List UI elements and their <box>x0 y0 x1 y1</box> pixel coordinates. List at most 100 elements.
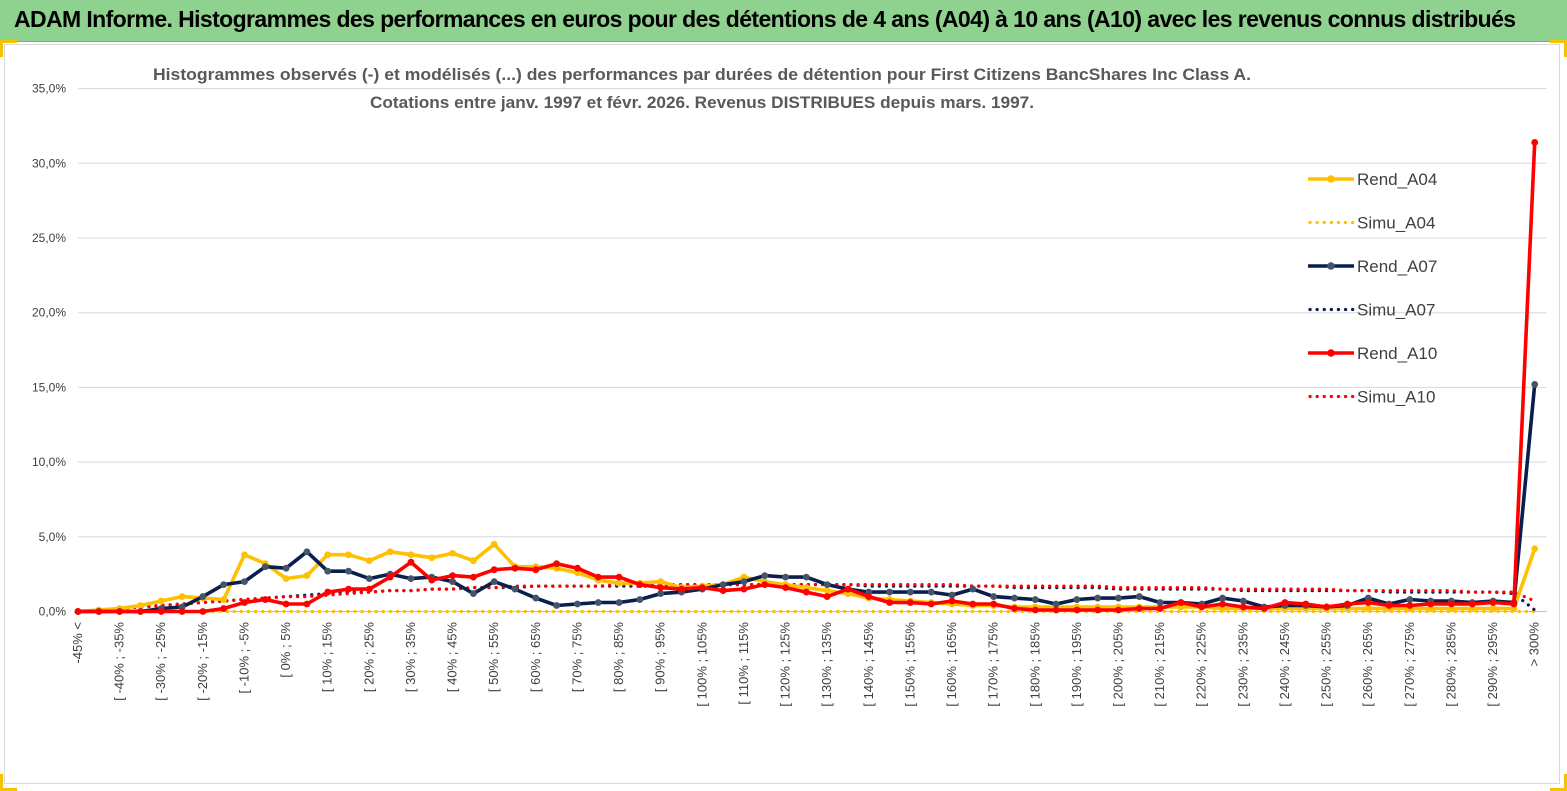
data-point <box>1510 600 1518 608</box>
data-point <box>303 572 311 580</box>
data-point <box>261 563 269 571</box>
data-point <box>761 572 769 580</box>
data-point <box>74 608 82 615</box>
data-point <box>449 549 456 557</box>
data-point <box>532 566 540 574</box>
data-point <box>615 579 623 587</box>
legend-item-Rend_A10: Rend_A10 <box>1308 344 1437 363</box>
data-point <box>823 587 831 594</box>
x-tick-label: [ 80% ; 85% <box>611 622 626 693</box>
data-point <box>1448 600 1455 608</box>
x-tick-label: [ 30% ; 35% <box>403 622 418 693</box>
data-point <box>990 593 998 600</box>
x-tick-label: [ 170% ; 175% <box>986 622 1001 707</box>
data-point <box>469 573 477 581</box>
data-point <box>1239 603 1247 611</box>
x-tick-label: [ -40% ; -35% <box>112 622 127 701</box>
y-tick-label: 35,0% <box>32 82 66 96</box>
x-tick-label: [ 60% ; 65% <box>528 622 543 693</box>
legend: Rend_A04 Simu_A04 Rend_A07 Simu_A07 Rend_A10… <box>1308 170 1437 407</box>
grid-lines <box>78 88 1547 612</box>
data-point <box>1094 594 1102 602</box>
x-tick-label: [ 290% ; 295% <box>1485 622 1500 707</box>
series-layer <box>74 138 1539 615</box>
data-point <box>1427 600 1435 608</box>
data-point <box>823 593 831 600</box>
data-point <box>469 590 477 597</box>
data-point <box>428 554 436 562</box>
legend-label: Simu_A10 <box>1357 388 1435 407</box>
data-point <box>1531 138 1539 146</box>
data-point <box>1156 605 1164 612</box>
data-point <box>636 596 644 603</box>
data-point <box>199 593 207 600</box>
data-point <box>490 578 498 586</box>
data-point <box>469 557 477 565</box>
y-axis: 0,0% 5,0% 10,0% 15,0% 20,0% 25,0% 30,0% 35,0% <box>32 82 66 619</box>
data-point <box>740 585 748 593</box>
legend-label: Simu_A04 <box>1357 214 1435 233</box>
y-tick-label: 20,0% <box>32 306 66 320</box>
data-point <box>1531 381 1539 388</box>
data-point <box>345 551 352 559</box>
chart-frame <box>4 44 1560 784</box>
data-point <box>1094 606 1102 614</box>
data-point <box>407 551 415 559</box>
series-Simu_A07 <box>76 582 1537 614</box>
x-tick-label: [ 50% ; 55% <box>486 622 501 693</box>
data-point <box>449 578 456 586</box>
data-point <box>719 581 727 589</box>
data-point <box>844 585 852 593</box>
data-point <box>802 588 810 596</box>
legend-marker <box>1327 175 1335 183</box>
x-tick-label: [ 190% ; 195% <box>1069 622 1084 707</box>
data-point <box>324 588 332 596</box>
data-point <box>657 590 665 597</box>
data-point <box>594 573 602 581</box>
y-tick-label: 0,0% <box>39 605 67 619</box>
data-point <box>386 573 394 581</box>
x-tick-label: [ 260% ; 265% <box>1360 622 1375 707</box>
data-point <box>1364 599 1372 606</box>
banner-title: ADAM Informe. Histogrammes des performan… <box>14 6 1516 32</box>
data-point <box>1177 599 1185 606</box>
data-point <box>1489 605 1497 612</box>
legend-item-Simu_A04: Simu_A04 <box>1308 214 1435 233</box>
x-tick-label: [ 200% ; 205% <box>1111 622 1126 707</box>
data-point <box>1052 600 1060 608</box>
data-point <box>1135 605 1143 612</box>
x-tick-label: [ 280% ; 285% <box>1443 622 1458 707</box>
data-point <box>615 573 623 581</box>
data-point <box>532 594 540 602</box>
x-axis: -45% < [ -40% ; -35% [ -30% ; -25% [ -20% ;… <box>70 611 1547 707</box>
data-point <box>886 588 893 596</box>
chart-subtitle: Cotations entre janv. 1997 et févr. 2026… <box>370 94 1034 112</box>
data-point <box>969 600 977 608</box>
data-point <box>137 602 144 609</box>
data-point <box>365 557 373 565</box>
data-point <box>1011 605 1018 612</box>
data-point <box>178 593 186 600</box>
data-point <box>948 591 956 599</box>
data-point <box>1219 600 1226 608</box>
data-point <box>636 581 644 589</box>
frame-corner-bottom-right <box>1550 774 1567 791</box>
data-point <box>1531 545 1539 553</box>
data-point <box>365 575 373 583</box>
x-tick-label: [ 230% ; 235% <box>1235 622 1250 707</box>
data-point <box>1489 599 1497 606</box>
data-point <box>886 599 893 606</box>
data-point <box>678 585 685 593</box>
report-banner: ADAM Informe. Histogrammes des performan… <box>0 0 1567 42</box>
series-Simu_A10 <box>76 582 1537 614</box>
x-tick-label: [ 0% ; 5% <box>278 622 293 678</box>
x-tick-label: [ 20% ; 25% <box>361 622 376 693</box>
data-point <box>241 599 248 606</box>
x-tick-label: [ 70% ; 75% <box>569 622 584 693</box>
x-tick-label: [ 150% ; 155% <box>902 622 917 707</box>
legend-item-Simu_A10: Simu_A10 <box>1308 388 1435 407</box>
x-tick-label: [ 10% ; 15% <box>320 622 335 693</box>
data-point <box>1406 596 1414 603</box>
data-point <box>282 575 290 583</box>
data-point <box>948 597 956 605</box>
